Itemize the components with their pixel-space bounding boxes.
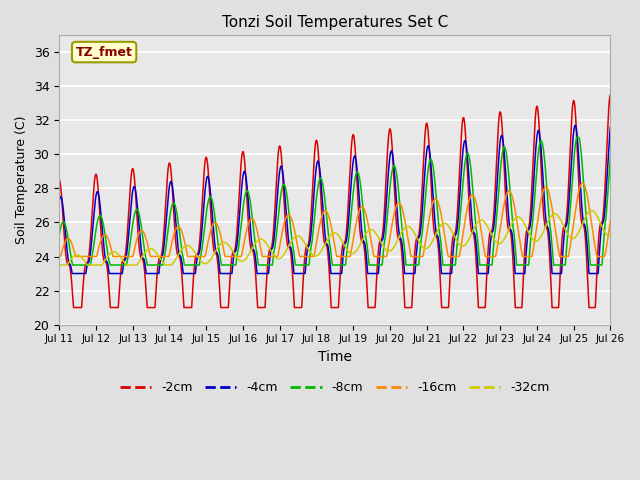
- Y-axis label: Soil Temperature (C): Soil Temperature (C): [15, 116, 28, 244]
- Legend: -2cm, -4cm, -8cm, -16cm, -32cm: -2cm, -4cm, -8cm, -16cm, -32cm: [115, 376, 555, 399]
- X-axis label: Time: Time: [318, 350, 352, 364]
- Text: TZ_fmet: TZ_fmet: [76, 46, 132, 59]
- Title: Tonzi Soil Temperatures Set C: Tonzi Soil Temperatures Set C: [221, 15, 448, 30]
